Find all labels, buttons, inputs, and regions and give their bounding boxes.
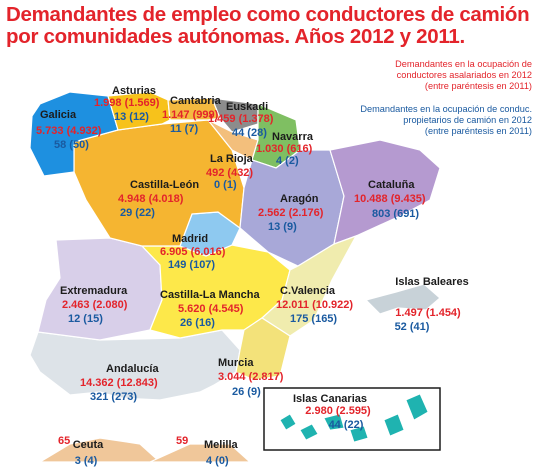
euskadi-asalariados-label: 1.459 (1.378) <box>208 113 274 125</box>
aragon-name-label: Aragón <box>280 193 319 205</box>
legend-blue-line-3: (entre paréntesis en 2011) <box>424 126 532 137</box>
cantabria-propietarios-label: 11 (7) <box>170 123 198 135</box>
galicia-name-label: Galicia <box>40 109 77 121</box>
canarias-inset <box>263 387 441 451</box>
galicia-propietarios-label: 58 (50) <box>54 139 89 151</box>
island-2 <box>299 423 319 441</box>
island-1 <box>279 413 297 431</box>
ceuta-name-label: Ceuta <box>73 439 104 451</box>
legend-red-line-2: conductores asalariados en 2012 <box>396 70 532 81</box>
region-murcia <box>235 317 291 381</box>
region-valencia <box>261 234 358 337</box>
castillaleon-propietarios-label: 29 (22) <box>120 207 155 219</box>
region-cantabria <box>167 97 221 121</box>
asturias-name-label: Asturias <box>112 85 156 97</box>
extremadura-asalariados-label: 2.463 (2.080) <box>62 299 128 311</box>
castillaleon-asalariados-label: 4.948 (4.018) <box>118 193 184 205</box>
island-5 <box>383 413 405 437</box>
murcia-name-label: Murcia <box>218 357 254 369</box>
euskadi-name-label: Euskadi <box>226 101 268 113</box>
ceuta-asalariados-label: 65 <box>58 435 70 447</box>
cantabria-name-label: Cantabria <box>170 95 222 107</box>
larioja-propietarios-label: 0 (1) <box>214 179 237 191</box>
region-baleares <box>364 283 441 315</box>
legend-blue-line-1: Demandantes en la ocupación de conduc. <box>360 104 532 114</box>
castillamancha-propietarios-label: 26 (16) <box>180 317 215 329</box>
island-6 <box>405 393 429 421</box>
baleares-propietarios-label: 52 (41) <box>395 321 430 333</box>
canarias-propietarios-label: 44 (22) <box>329 419 364 431</box>
baleares-asalariados-label: 1.497 (1.454) <box>395 307 461 319</box>
ceuta-propietarios-label: 3 (4) <box>75 455 98 467</box>
murcia-asalariados-label: 3.044 (2.817) <box>218 371 284 383</box>
canarias-asalariados-label: 2.980 (2.595) <box>305 405 371 417</box>
castillamancha-name-label: Castilla-La Mancha <box>160 289 261 301</box>
region-melilla <box>149 443 252 463</box>
canarias-name-label: Islas Canarias <box>293 393 367 405</box>
legend-red-line-3: (entre paréntesis en 2011) <box>424 81 532 92</box>
region-shapes <box>29 91 441 463</box>
melilla-propietarios-label: 4 (0) <box>206 455 229 467</box>
island-4 <box>349 425 369 443</box>
cataluna-name-label: Cataluña <box>368 179 415 191</box>
region-labels: Galicia 5.733 (4.932) 58 (50) Asturias1.998… <box>36 85 469 467</box>
extremadura-propietarios-label: 12 (15) <box>68 313 103 325</box>
legend-asalariados: Demandantes en la ocupación de conductor… <box>395 59 532 93</box>
madrid-asalariados-label: 6.905 (6.016) <box>160 246 226 258</box>
region-ceuta <box>37 437 162 463</box>
melilla-asalariados-label: 59 <box>176 435 188 447</box>
region-cataluna <box>329 139 441 245</box>
euskadi-propietarios-label: 44 (28) <box>232 127 267 139</box>
legend-blue-line-2: propietarios de camión en 2012 <box>403 115 532 126</box>
asturias-propietarios-label: 13 (12) <box>114 111 149 123</box>
castillaleon-name-label: Castilla-León <box>130 179 199 191</box>
murcia-propietarios-label: 26 (9) <box>232 386 261 398</box>
valencia-name-label: C.Valencia <box>280 285 336 297</box>
cataluna-asalariados-label: 10.488 (9.435) <box>354 193 426 205</box>
legend-propietarios: Demandantes en la ocupación de conduc. p… <box>360 104 532 138</box>
aragon-asalariados-label: 2.562 (2.176) <box>258 207 324 219</box>
larioja-name-label: La Rioja <box>210 153 254 165</box>
navarra-propietarios-label: 4 (2) <box>276 155 299 167</box>
island-3 <box>323 413 345 431</box>
madrid-name-label: Madrid <box>172 233 208 245</box>
baleares-name-label: Islas Baleares <box>395 276 468 288</box>
navarra-name-label: Navarra <box>272 131 314 143</box>
larioja-asalariados-label: 492 (432) <box>206 167 253 179</box>
extremadura-name-label: Extremadura <box>60 285 128 297</box>
region-castillaleon <box>73 119 245 247</box>
melilla-name-label: Melilla <box>204 439 239 451</box>
galicia-asalariados-label: 5.733 (4.932) <box>36 125 102 137</box>
legend-red-line-1: Demandantes en la ocupación de <box>395 59 532 69</box>
andalucia-propietarios-label: 321 (273) <box>90 391 137 403</box>
cantabria-asalariados-label: 1.147 (999) <box>162 109 219 121</box>
title-line-1: Demandantes de empleo como conductores d… <box>6 3 530 26</box>
madrid-propietarios-label: 149 (107) <box>168 259 215 271</box>
region-galicia <box>29 91 119 177</box>
valencia-propietarios-label: 175 (165) <box>290 313 337 325</box>
andalucia-asalariados-label: 14.362 (12.843) <box>80 377 158 389</box>
andalucia-name-label: Andalucía <box>106 363 159 375</box>
valencia-asalariados-label: 12.011 (10.922) <box>276 299 353 311</box>
title-line-2: por comunidades autónomas. Años 2012 y 2… <box>6 25 465 48</box>
navarra-asalariados-label: 1.030 (616) <box>256 143 313 155</box>
region-euskadi <box>211 97 259 133</box>
cataluna-propietarios-label: 803 (691) <box>372 208 419 220</box>
asturias-asalariados-label: 1.998 (1.569) <box>94 97 160 109</box>
castillamancha-asalariados-label: 5.620 (4.545) <box>178 303 244 315</box>
aragon-propietarios-label: 13 (9) <box>268 221 297 233</box>
map-title: Demandantes de empleo como conductores d… <box>6 4 534 48</box>
